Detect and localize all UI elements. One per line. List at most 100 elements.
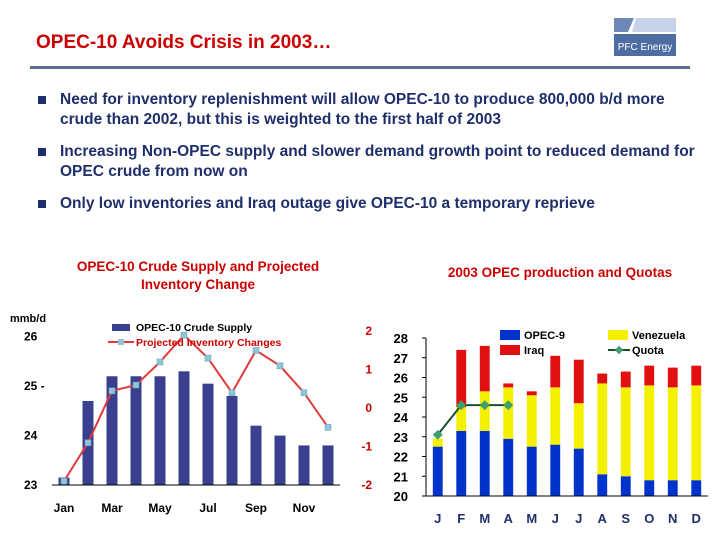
bullet-text: Increasing Non-OPEC supply and slower de…: [60, 143, 695, 180]
iraq-bar: [503, 383, 514, 388]
opec9-bar: [620, 476, 631, 496]
y2-tick-label: 2: [365, 324, 372, 338]
x-tick-label: Sep: [245, 501, 267, 515]
venezuela-bar: [550, 387, 561, 445]
opec9-bar: [550, 444, 561, 496]
x-tick-label: M: [479, 511, 490, 526]
y-tick-label: 26: [394, 371, 408, 386]
y-tick-label: 23: [394, 430, 408, 445]
legend-swatch-opec9: [500, 330, 520, 340]
opec9-bar: [503, 438, 514, 496]
inventory-change-point: [84, 439, 92, 446]
y-tick-label: 24: [394, 410, 409, 425]
opec9-bar: [573, 448, 584, 496]
svg-text:PFC Energy: PFC Energy: [618, 42, 672, 53]
supply-bar: [298, 445, 310, 485]
inventory-change-point: [156, 358, 164, 366]
x-tick-label: D: [692, 511, 701, 526]
x-tick-label: Jul: [199, 501, 216, 515]
opec9-bar: [432, 446, 443, 496]
legend-label-opec9: OPEC-9: [524, 330, 565, 342]
x-tick-label: J: [552, 511, 559, 526]
supply-bar: [322, 445, 334, 485]
inventory-change-point: [276, 362, 284, 370]
venezuela-bar: [456, 407, 467, 431]
supply-bar: [106, 376, 118, 485]
y-tick-label: 20: [394, 489, 408, 504]
y-tick-label: 27: [394, 351, 408, 366]
venezuela-bar: [667, 387, 678, 481]
bullet-marker: [38, 96, 46, 104]
bullet-item: Need for inventory replenishment will al…: [38, 90, 698, 130]
legend-swatch-supply: [112, 324, 130, 331]
opec9-bar: [597, 474, 608, 496]
opec9-bar: [479, 430, 490, 496]
iraq-bar: [691, 365, 702, 386]
venezuela-bar: [620, 387, 631, 477]
x-tick-label: A: [598, 511, 608, 526]
y-tick-label: 25: [394, 390, 408, 405]
y2-tick-label: -2: [361, 478, 372, 492]
x-tick-label: Mar: [101, 501, 123, 515]
venezuela-bar: [526, 395, 537, 447]
x-tick-label: J: [434, 511, 441, 526]
x-tick-label: N: [668, 511, 677, 526]
supply-bar: [250, 425, 262, 485]
opec9-bar: [456, 430, 467, 496]
y2-tick-label: -1: [361, 440, 372, 454]
chart2-title: 2003 OPEC production and Quotas: [447, 265, 673, 280]
iraq-bar: [573, 359, 584, 404]
bullet-text: Only low inventories and Iraq outage giv…: [60, 195, 595, 212]
x-tick-label: Nov: [293, 501, 316, 515]
y-tick-label: 28: [394, 331, 408, 346]
inventory-change-point: [180, 331, 188, 339]
venezuela-bar: [503, 387, 514, 439]
y-tick-label: 26: [24, 330, 38, 344]
x-tick-label: S: [621, 511, 630, 526]
inventory-change-point: [324, 424, 332, 431]
venezuela-bar: [691, 385, 702, 481]
bullet-marker: [38, 148, 46, 156]
iraq-bar: [456, 349, 467, 408]
bullet-list: Need for inventory replenishment will al…: [38, 90, 698, 226]
chart-opec10-supply: mmb/d 26 25 - 24 23 2 1 0 -1 -2 Jan Mar May Jul Sep Nov…: [10, 313, 372, 515]
y-tick-label: 22: [394, 450, 408, 465]
bullet-item: Increasing Non-OPEC supply and slower de…: [38, 142, 698, 182]
legend-label-inventory: Projected Inventory Changes: [136, 337, 281, 349]
chart1-title: OPEC-10 Crude Supply and Projected Inven…: [76, 259, 320, 292]
supply-bar: [202, 383, 214, 485]
bullet-item: Only low inventories and Iraq outage giv…: [38, 194, 698, 214]
supply-bar: [130, 376, 142, 485]
y-tick-label: 23: [24, 478, 38, 492]
x-tick-label: May: [148, 501, 172, 515]
x-tick-label: M: [526, 511, 537, 526]
y2-tick-label: 0: [365, 401, 372, 415]
y2-tick-label: 1: [365, 363, 372, 377]
legend-marker-inventory: [118, 339, 124, 345]
legend-marker-quota: [614, 345, 624, 355]
iraq-bar: [479, 345, 490, 392]
x-tick-label: A: [504, 511, 514, 526]
legend-label-quota: Quota: [632, 345, 665, 357]
inventory-change-point: [204, 354, 212, 362]
legend-label-supply: OPEC-10 Crude Supply: [136, 322, 252, 334]
legend-label-venezuela: Venezuela: [632, 330, 686, 342]
inventory-change-point: [108, 387, 116, 395]
venezuela-bar: [597, 383, 608, 475]
y-tick-label: 25 -: [24, 379, 45, 393]
iraq-bar: [526, 391, 537, 396]
venezuela-bar: [432, 438, 443, 447]
inventory-change-point: [300, 389, 308, 396]
legend-swatch-iraq: [500, 345, 520, 355]
bullet-text: Need for inventory replenishment will al…: [60, 91, 665, 128]
title-divider: [30, 66, 690, 69]
page-title: OPEC-10 Avoids Crisis in 2003…: [36, 32, 332, 53]
inventory-change-point: [228, 389, 236, 396]
opec9-bar: [667, 480, 678, 496]
bullet-marker: [38, 200, 46, 208]
y-axis-label: mmb/d: [10, 313, 46, 325]
pfc-energy-logo: PFC Energy: [606, 12, 682, 62]
inventory-change-line: [63, 333, 329, 482]
venezuela-bar: [573, 403, 584, 449]
